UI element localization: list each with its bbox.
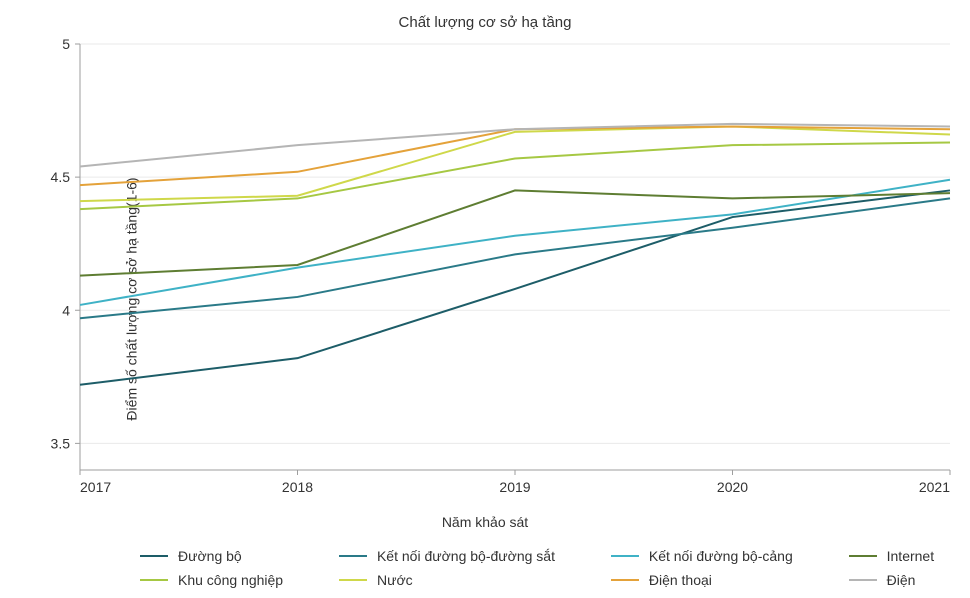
legend-swatch (611, 579, 639, 581)
legend-swatch (849, 555, 877, 557)
series-line (80, 127, 950, 186)
legend: Đường bộ Kết nối đường bộ-đường sắt Kết nố… (140, 548, 940, 588)
legend-swatch (849, 579, 877, 581)
x-tick-label: 2019 (499, 479, 530, 495)
chart-container: Chất lượng cơ sở hạ tầng Điểm số chất lư… (0, 0, 970, 598)
legend-item: Internet (849, 548, 940, 564)
legend-swatch (339, 555, 367, 557)
legend-item: Kết nối đường bộ-đường sắt (339, 548, 561, 564)
legend-label: Internet (887, 548, 934, 564)
legend-item: Kết nối đường bộ-cảng (611, 548, 799, 564)
legend-label: Kết nối đường bộ-cảng (649, 548, 793, 564)
legend-swatch (339, 579, 367, 581)
chart-svg: 3.5 4 4.5 5 2017 2018 2019 2020 2021 (0, 0, 970, 598)
legend-item: Khu công nghiệp (140, 572, 289, 588)
x-tick-label: 2017 (80, 479, 111, 495)
y-tick-label: 3.5 (51, 435, 71, 451)
legend-swatch (611, 555, 639, 557)
legend-label: Điện thoại (649, 572, 712, 588)
legend-label: Nước (377, 572, 413, 588)
y-tick-label: 5 (62, 36, 70, 52)
legend-item: Nước (339, 572, 561, 588)
x-tick-label: 2020 (717, 479, 748, 495)
y-tick-label: 4 (62, 302, 70, 318)
legend-swatch (140, 555, 168, 557)
legend-label: Đường bộ (178, 548, 242, 564)
legend-swatch (140, 579, 168, 581)
x-tick-label: 2021 (919, 479, 950, 495)
series-line (80, 198, 950, 318)
y-tick-label: 4.5 (51, 169, 71, 185)
legend-item: Điện thoại (611, 572, 799, 588)
legend-item: Đường bộ (140, 548, 289, 564)
legend-label: Điện (887, 572, 916, 588)
legend-item: Điện (849, 572, 940, 588)
x-tick-label: 2018 (282, 479, 313, 495)
series-line (80, 143, 950, 210)
legend-label: Khu công nghiệp (178, 572, 283, 588)
legend-label: Kết nối đường bộ-đường sắt (377, 548, 555, 564)
series-line (80, 190, 950, 384)
